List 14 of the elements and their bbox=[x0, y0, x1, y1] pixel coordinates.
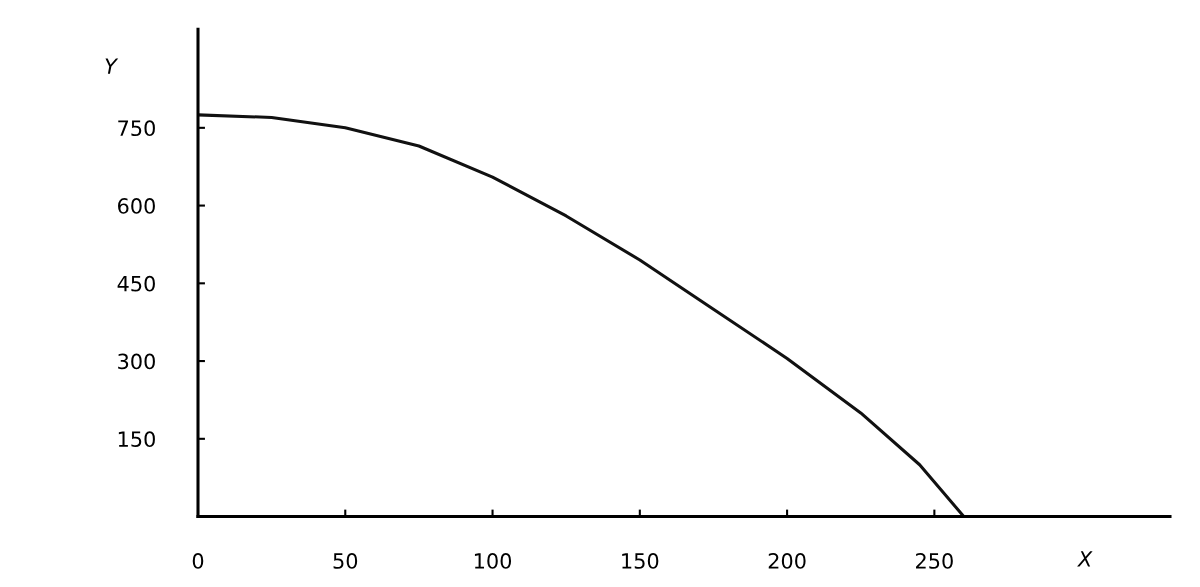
x-tick-label: 200 bbox=[768, 553, 806, 569]
x-tick-label: 100 bbox=[474, 553, 512, 569]
y-axis-title: Y bbox=[105, 58, 119, 74]
y-tick-label: 150 bbox=[118, 431, 155, 448]
x-tick-label: 50 bbox=[333, 553, 358, 569]
y-tick-label: 600 bbox=[118, 198, 155, 214]
x-tick-label: 150 bbox=[622, 553, 659, 569]
x-axis-title: X bbox=[1077, 551, 1093, 567]
y-tick-label: 300 bbox=[118, 353, 155, 370]
y-tick-label: 750 bbox=[118, 120, 155, 137]
y-tick-label: 450 bbox=[117, 275, 155, 292]
line-series bbox=[198, 113, 966, 517]
x-tick-label: 0 bbox=[192, 553, 204, 569]
x-tick-label: 250 bbox=[916, 553, 953, 569]
